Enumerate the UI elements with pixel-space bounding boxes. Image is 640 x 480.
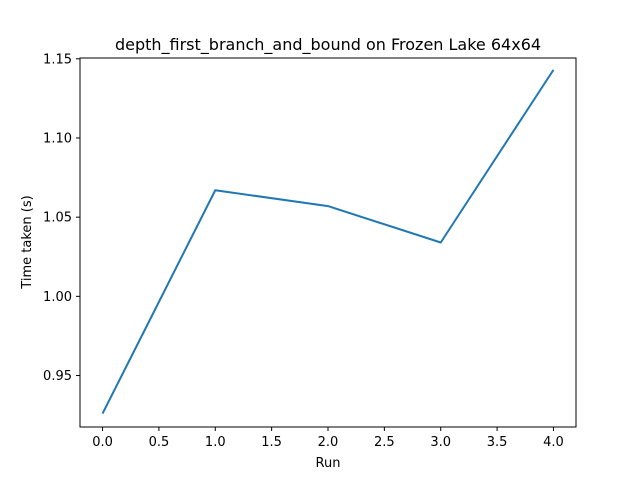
y-tick-label: 1.05 bbox=[43, 211, 72, 226]
x-tick-label: 2.0 bbox=[318, 435, 339, 450]
x-tick-label: 3.5 bbox=[487, 435, 508, 450]
y-tick-label: 1.00 bbox=[43, 290, 72, 305]
plot-area bbox=[79, 57, 577, 428]
series-line bbox=[101, 69, 555, 414]
x-axis-label: Run bbox=[316, 456, 341, 471]
y-axis: 0.95 1.00 1.05 1.10 1.15 bbox=[43, 52, 80, 384]
y-axis-label: Time taken (s) bbox=[20, 195, 35, 289]
x-tick-label: 0.5 bbox=[149, 435, 170, 450]
y-tick-label: 1.10 bbox=[43, 131, 72, 146]
x-tick-label: 1.0 bbox=[205, 435, 226, 450]
x-tick-label: 1.5 bbox=[261, 435, 282, 450]
x-tick-label: 0.0 bbox=[92, 435, 113, 450]
y-tick-label: 1.15 bbox=[43, 52, 72, 67]
x-tick-label: 3.0 bbox=[430, 435, 451, 450]
chart-title: depth_first_branch_and_bound on Frozen L… bbox=[115, 35, 541, 55]
y-tick-label: 0.95 bbox=[43, 369, 72, 384]
x-tick-label: 4.0 bbox=[543, 435, 564, 450]
x-tick-label: 2.5 bbox=[374, 435, 395, 450]
x-axis: 0.0 0.5 1.0 1.5 2.0 2.5 3.0 3.5 4.0 bbox=[92, 427, 564, 450]
